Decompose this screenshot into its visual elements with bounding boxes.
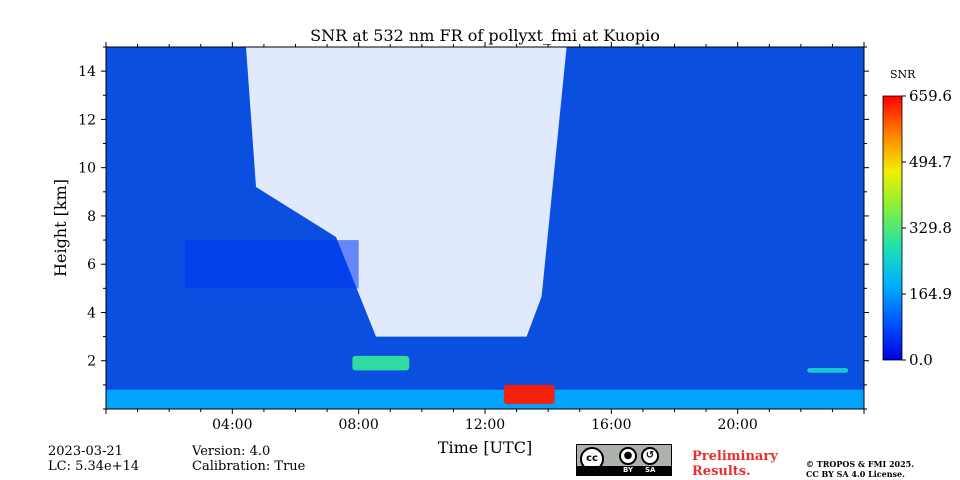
preliminary-notice-line1: Preliminary [692,449,778,464]
cc-license-badge: cc ● ↺ BY SA [576,444,672,476]
copyright-line2: CC BY SA 4.0 License. [806,469,905,479]
heatmap-feature-0 [106,389,864,409]
y-tick-label: 10 [78,161,96,177]
heatmap-feature-2 [352,355,410,371]
footer-date: 2023-03-21 [48,444,123,459]
y-tick-label: 4 [87,305,96,321]
plot-area [106,47,864,409]
cc-sa-label: SA [645,466,656,474]
y-tick-label: 8 [87,209,96,225]
y-tick-label: 12 [78,112,96,128]
colorbar-tick-label: 494.7 [909,153,952,171]
low-snr-region [246,47,567,337]
preliminary-notice-line2: Results. [692,464,751,479]
cc-by-icon: ● [619,447,637,465]
x-axis: 04:00 08:00 12:00 16:00 20:00 [105,42,865,433]
colorbar-label: SNR [890,68,916,81]
y-tick-label: 14 [78,64,96,80]
cc-by-label: BY [623,466,634,474]
colorbar [882,95,903,361]
colorbar-tick-label: 0.0 [909,351,933,369]
x-tick-label: 04:00 [212,417,252,433]
x-tick-label: 08:00 [338,417,378,433]
colorbar-tick-label: 164.9 [909,285,952,303]
copyright-line1: © TROPOS & FMI 2025. [806,459,915,469]
heatmap-feature-4 [807,367,849,373]
y-tick-label: 2 [87,354,96,370]
footer-version: Version: 4.0 [192,444,271,459]
colorbar-tick-label: 329.8 [909,219,952,237]
x-tick-label: 16:00 [591,417,631,433]
footer-calibration: Calibration: True [192,459,306,474]
cc-sa-icon: ↺ [641,447,659,465]
heatmap-feature-3 [503,384,555,405]
y-axis-label: Height [km] [51,179,70,277]
chart-title: SNR at 532 nm FR of pollyxt_fmi at Kuopi… [310,26,660,45]
x-axis-label: Time [UTC] [438,438,532,457]
heatmap-feature-1 [184,240,359,289]
colorbar-tick-label: 659.6 [909,87,952,105]
y-axis: 2 4 6 8 10 12 14 [78,46,869,410]
colorbar-ticks: 0.0 164.9 329.8 494.7 659.6 [902,87,952,369]
footer-lidar-constant: LC: 5.34e+14 [48,459,140,474]
x-tick-label: 12:00 [465,417,505,433]
x-tick-label: 20:00 [717,417,757,433]
cc-badge-band [577,466,671,475]
y-tick-label: 6 [87,257,96,273]
